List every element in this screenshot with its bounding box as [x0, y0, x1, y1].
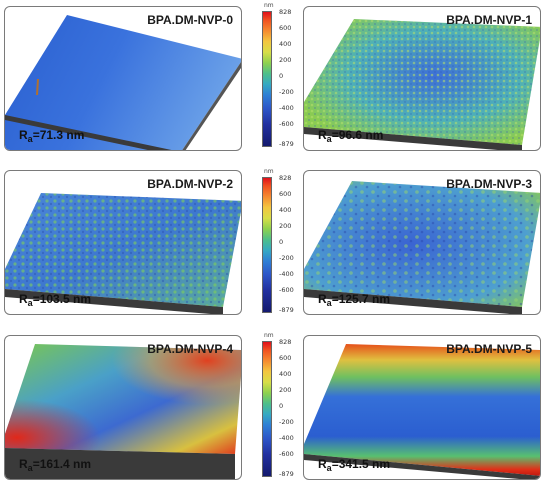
scale-tick: -400 — [279, 270, 294, 278]
scale-tick: 600 — [279, 354, 292, 362]
height-color-scale: nm 828 600 400 200 0 -200 -400 -600 -879 — [257, 332, 297, 484]
panel-title: BPA.DM-NVP-3 — [446, 177, 532, 191]
scale-tick: 600 — [279, 190, 292, 198]
scale-tick: -200 — [279, 418, 294, 426]
afm-panel-nvp-5: BPA.DM-NVP-5 Ra=341.5 nm — [303, 335, 541, 480]
scale-tick: 200 — [279, 56, 292, 64]
scale-tick: -879 — [279, 306, 294, 314]
scale-tick: 400 — [279, 370, 292, 378]
roughness-label: Ra=125.7 nm — [318, 292, 391, 308]
afm-surface-image — [304, 19, 540, 150]
scale-tick: 200 — [279, 386, 292, 394]
scale-tick: -400 — [279, 104, 294, 112]
panel-title: BPA.DM-NVP-1 — [446, 13, 532, 27]
afm-panel-nvp-2: BPA.DM-NVP-2 Ra=103.5 nm — [4, 170, 242, 315]
scale-unit: nm — [264, 2, 274, 9]
scale-tick: -200 — [279, 88, 294, 96]
roughness-label: Ra=71.3 nm — [19, 128, 85, 144]
afm-surface-image — [5, 15, 241, 150]
scale-tick: 0 — [279, 72, 284, 80]
panel-title: BPA.DM-NVP-5 — [446, 342, 532, 356]
panel-title: BPA.DM-NVP-0 — [147, 13, 233, 27]
roughness-label: Ra=161.4 nm — [19, 457, 92, 473]
panel-title: BPA.DM-NVP-4 — [147, 342, 233, 356]
scale-gradient-bar — [262, 341, 272, 477]
scale-tick: -200 — [279, 254, 294, 262]
scale-tick: 0 — [279, 238, 284, 246]
scale-tick: 828 — [279, 174, 292, 182]
scale-tick: 400 — [279, 206, 292, 214]
afm-surface-image — [304, 181, 540, 314]
panel-title: BPA.DM-NVP-2 — [147, 177, 233, 191]
height-color-scale: nm 828 600 400 200 0 -200 -400 -600 -879 — [257, 2, 297, 154]
afm-panel-nvp-0: BPA.DM-NVP-0 Ra=71.3 nm — [4, 6, 242, 151]
afm-surface-image — [5, 344, 241, 479]
afm-surface-image — [304, 344, 540, 479]
afm-panel-nvp-1: BPA.DM-NVP-1 Ra=96.6 nm — [303, 6, 541, 151]
roughness-label: Ra=103.5 nm — [19, 292, 92, 308]
scale-tick: 400 — [279, 40, 292, 48]
afm-surface-image — [5, 193, 241, 314]
afm-panel-nvp-3: BPA.DM-NVP-3 Ra=125.7 nm — [303, 170, 541, 315]
height-color-scale: nm 828 600 400 200 0 -200 -400 -600 -879 — [257, 168, 297, 320]
scale-gradient-bar — [262, 11, 272, 147]
scale-tick: -600 — [279, 286, 294, 294]
scale-tick: -879 — [279, 140, 294, 148]
scale-tick: 600 — [279, 24, 292, 32]
scale-gradient-bar — [262, 177, 272, 313]
scale-tick: 828 — [279, 8, 292, 16]
scale-tick: 200 — [279, 222, 292, 230]
scale-tick: -400 — [279, 434, 294, 442]
scale-tick: -600 — [279, 450, 294, 458]
scale-tick: 828 — [279, 338, 292, 346]
afm-panel-nvp-4: BPA.DM-NVP-4 Ra=161.4 nm — [4, 335, 242, 480]
roughness-label: Ra=96.6 nm — [318, 128, 384, 144]
scale-tick: -600 — [279, 120, 294, 128]
scale-tick: 0 — [279, 402, 284, 410]
scale-tick: -879 — [279, 470, 294, 478]
roughness-label: Ra=341.5 nm — [318, 457, 391, 473]
scale-unit: nm — [264, 332, 274, 339]
scale-unit: nm — [264, 168, 274, 175]
